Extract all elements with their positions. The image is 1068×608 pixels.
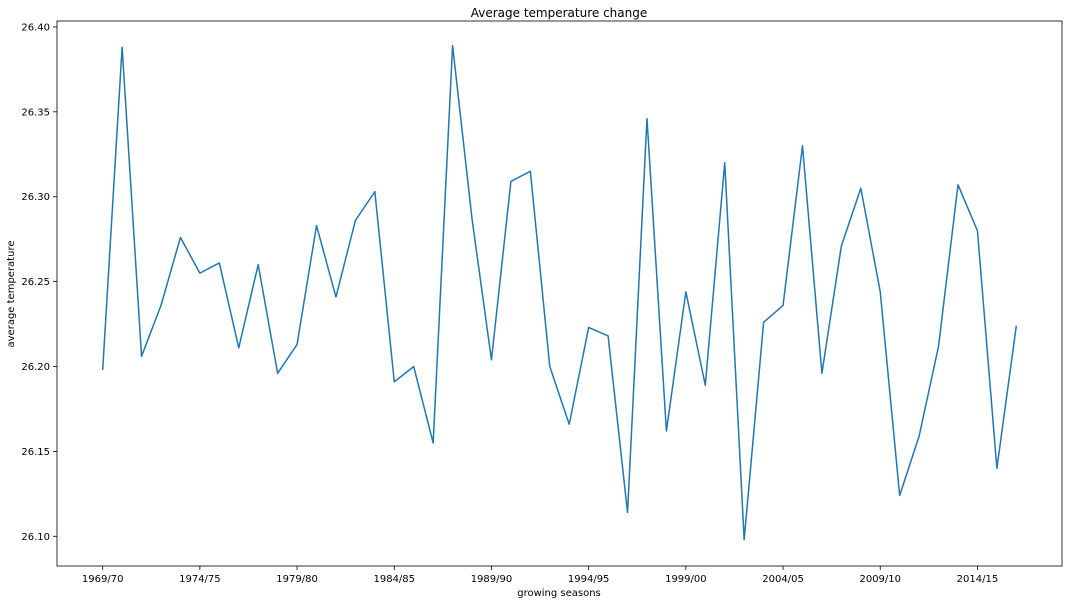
y-tick-label: 26.15: [21, 447, 50, 458]
x-tick-label: 1989/90: [471, 574, 513, 585]
chart-title: Average temperature change: [471, 6, 648, 20]
x-tick-label: 1979/80: [276, 574, 318, 585]
y-tick-label: 26.30: [21, 192, 50, 203]
y-tick-label: 26.25: [21, 277, 50, 288]
y-tick-label: 26.10: [21, 532, 50, 543]
x-tick-label: 1974/75: [179, 574, 221, 585]
x-tick-label: 1994/95: [568, 574, 610, 585]
x-axis: 1969/70 1974/75 1979/80 1984/85 1989/90 1994/…: [82, 566, 998, 585]
x-tick-label: 1969/70: [82, 574, 124, 585]
y-axis: 26.10 26.15 26.20 26.25 26.30 26.35 26.40: [21, 22, 57, 543]
x-axis-label: growing seasons: [517, 588, 601, 599]
x-tick-label: 2014/15: [957, 574, 999, 585]
x-tick-label: 2004/05: [762, 574, 804, 585]
x-tick-label: 1999/00: [665, 574, 707, 585]
plot-area: [56, 20, 1063, 567]
y-tick-label: 26.40: [21, 22, 50, 33]
x-tick-label: 2009/10: [859, 574, 901, 585]
series-line-0: [101, 44, 1018, 541]
y-axis-label: average temperature: [6, 241, 17, 348]
y-tick-label: 26.35: [21, 107, 50, 118]
plot-frame: [56, 20, 1063, 567]
y-tick-label: 26.20: [21, 362, 50, 373]
x-tick-label: 1984/85: [373, 574, 415, 585]
